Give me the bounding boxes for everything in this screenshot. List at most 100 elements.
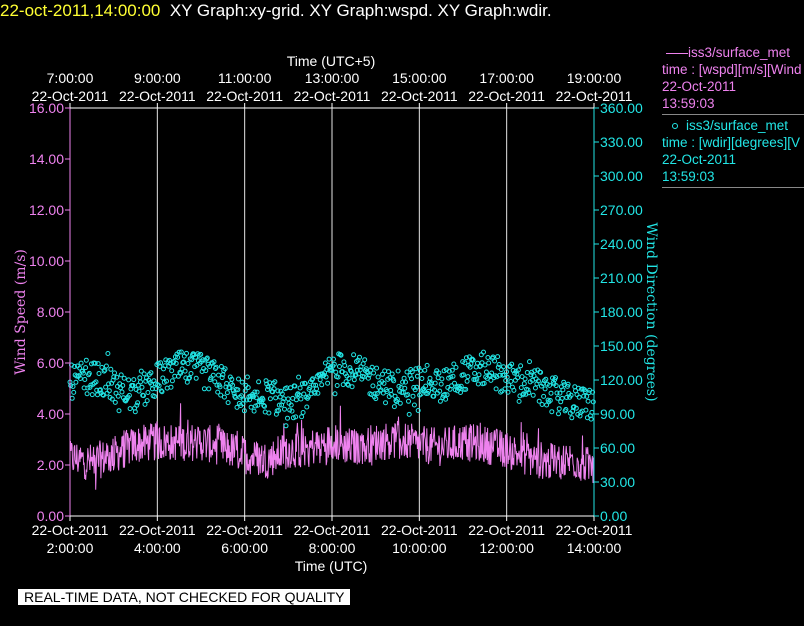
wind-direction-point bbox=[121, 375, 127, 381]
x-tick-label-date: 22-Oct-2011 bbox=[468, 522, 545, 538]
wind-direction-point bbox=[159, 389, 165, 395]
wind-direction-point bbox=[437, 398, 443, 404]
wind-direction-point bbox=[187, 375, 192, 381]
wind-direction-point bbox=[169, 378, 175, 384]
wind-direction-point bbox=[522, 376, 528, 382]
wind-direction-point bbox=[96, 371, 102, 376]
wind-direction-point bbox=[501, 364, 506, 370]
wind-direction-point bbox=[362, 357, 368, 363]
wind-direction-point bbox=[106, 381, 112, 387]
wind-direction-point bbox=[426, 388, 431, 394]
x-tick-label-time: 14:00:00 bbox=[567, 540, 622, 556]
wind-direction-point bbox=[135, 382, 141, 388]
wind-direction-point bbox=[563, 407, 569, 412]
x-tick-label-date: 22-Oct-2011 bbox=[32, 522, 109, 538]
y2-tick-label: 180.00 bbox=[600, 304, 643, 320]
wind-direction-point bbox=[489, 370, 495, 376]
wind-direction-point bbox=[204, 355, 210, 361]
wind-direction-point bbox=[478, 352, 484, 358]
x-axis-label-bottom: Time (UTC) bbox=[295, 558, 368, 574]
wind-direction-point bbox=[511, 387, 517, 393]
wind-direction-point bbox=[585, 398, 591, 404]
wind-direction-point bbox=[413, 366, 419, 372]
x2-tick-label-date: 22-Oct-2011 bbox=[294, 88, 371, 104]
wind-direction-point bbox=[279, 391, 285, 397]
wind-direction-point bbox=[381, 380, 387, 386]
wind-direction-point bbox=[104, 390, 110, 396]
wind-direction-point bbox=[88, 382, 94, 388]
wind-direction-point bbox=[115, 393, 121, 399]
wind-direction-point bbox=[99, 364, 105, 370]
wind-direction-point bbox=[409, 376, 414, 382]
wind-direction-point bbox=[188, 371, 194, 376]
wind-direction-point bbox=[349, 384, 355, 390]
wind-direction-point bbox=[565, 381, 571, 387]
wind-direction-point bbox=[102, 367, 108, 373]
wind-direction-point bbox=[126, 392, 132, 398]
wind-direction-point bbox=[465, 374, 471, 380]
x2-tick-label-time: 17:00:00 bbox=[479, 70, 534, 86]
wind-direction-point bbox=[251, 408, 257, 414]
plot-header: 22-oct-2011,14:00:00 XY Graph:xy-grid. X… bbox=[0, 1, 552, 21]
wind-direction-point bbox=[182, 368, 188, 374]
wind-direction-point bbox=[418, 391, 424, 397]
wind-direction-point bbox=[143, 378, 149, 384]
wind-direction-point bbox=[366, 372, 372, 378]
wind-direction-point bbox=[333, 369, 339, 375]
wind-direction-point bbox=[142, 401, 148, 407]
legend-entry-wspd: iss3/surface_met time : [wspd][m/s][Wind… bbox=[662, 44, 804, 115]
wind-direction-point bbox=[509, 361, 515, 367]
y-tick-label: 16.00 bbox=[29, 100, 64, 116]
wind-direction-point bbox=[369, 364, 375, 370]
wind-direction-point bbox=[485, 355, 491, 360]
y-tick-label: 6.00 bbox=[37, 355, 64, 371]
wind-direction-point bbox=[84, 391, 90, 397]
wind-direction-point bbox=[458, 383, 464, 389]
wind-direction-point bbox=[108, 366, 114, 372]
wind-direction-point bbox=[365, 375, 371, 381]
wind-direction-point bbox=[486, 360, 492, 366]
wind-direction-point bbox=[518, 385, 524, 391]
wind-direction-point bbox=[334, 383, 340, 388]
wind-direction-point bbox=[495, 354, 501, 360]
wind-direction-point bbox=[539, 402, 545, 407]
wind-direction-point bbox=[244, 374, 250, 380]
wind-direction-point bbox=[106, 388, 112, 394]
wind-direction-point bbox=[332, 391, 338, 397]
wind-direction-point bbox=[233, 395, 238, 400]
wind-direction-point bbox=[255, 402, 261, 408]
wind-direction-point bbox=[470, 357, 476, 363]
wind-direction-point bbox=[292, 383, 298, 389]
x2-tick-label-date: 22-Oct-2011 bbox=[381, 88, 458, 104]
wind-direction-point bbox=[372, 391, 378, 397]
wind-direction-point bbox=[547, 382, 552, 388]
wind-direction-point bbox=[516, 398, 522, 404]
wind-direction-point bbox=[448, 374, 454, 380]
wind-direction-point bbox=[198, 351, 204, 357]
wind-direction-point bbox=[254, 389, 260, 395]
wind-direction-point bbox=[302, 381, 308, 387]
wind-direction-point bbox=[153, 386, 159, 392]
wind-direction-point bbox=[319, 382, 325, 388]
wind-direction-point bbox=[186, 376, 192, 381]
wind-direction-point bbox=[164, 378, 169, 384]
wind-direction-point bbox=[581, 393, 587, 399]
wind-direction-point bbox=[444, 392, 450, 398]
wind-direction-point bbox=[378, 387, 384, 393]
wind-direction-point bbox=[314, 386, 319, 392]
wind-direction-point bbox=[275, 388, 281, 394]
wind-direction-point bbox=[116, 408, 122, 414]
wind-direction-point bbox=[248, 404, 254, 410]
y2-tick-label: 240.00 bbox=[600, 236, 643, 252]
x-tick-label-time: 10:00:00 bbox=[392, 540, 447, 556]
wind-direction-point bbox=[288, 402, 294, 408]
wind-direction-point bbox=[458, 390, 463, 395]
wind-direction-point bbox=[331, 356, 336, 362]
wind-speed-series bbox=[69, 403, 594, 490]
wind-direction-point bbox=[317, 377, 323, 383]
wind-direction-point bbox=[389, 371, 395, 377]
wind-direction-point bbox=[519, 374, 525, 380]
wind-direction-point bbox=[521, 381, 527, 387]
wind-direction-point bbox=[68, 383, 74, 389]
wind-direction-point bbox=[131, 377, 137, 383]
